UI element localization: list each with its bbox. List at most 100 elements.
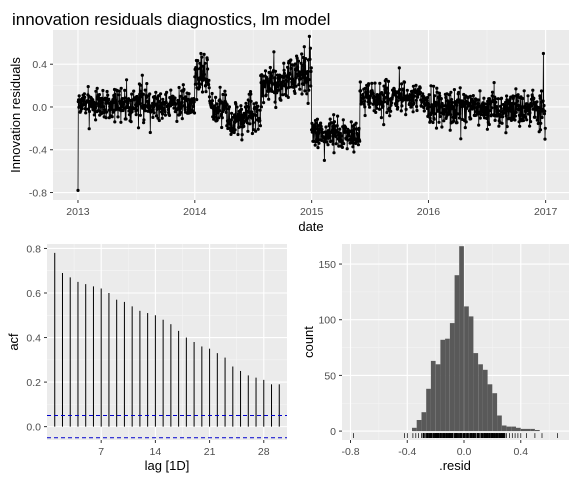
residual-point bbox=[151, 115, 155, 119]
residual-point bbox=[390, 101, 394, 105]
residual-point bbox=[497, 124, 501, 128]
residual-point bbox=[531, 107, 535, 111]
residuals-series bbox=[76, 34, 547, 192]
residual-point bbox=[432, 84, 436, 88]
residual-point bbox=[379, 116, 383, 120]
residual-point bbox=[309, 66, 313, 70]
residual-point bbox=[138, 113, 142, 117]
residual-point bbox=[458, 86, 462, 90]
residual-point bbox=[139, 95, 143, 99]
residual-point bbox=[537, 106, 541, 110]
acf-series bbox=[47, 252, 287, 439]
residual-point bbox=[251, 121, 255, 125]
residual-point bbox=[99, 105, 103, 109]
y-tick-label: 0.4 bbox=[26, 333, 41, 345]
residual-point bbox=[288, 72, 292, 76]
residual-point bbox=[358, 80, 362, 84]
residual-point bbox=[501, 115, 505, 119]
residual-point bbox=[380, 100, 384, 104]
residual-point bbox=[373, 81, 377, 85]
residual-point bbox=[463, 126, 467, 130]
residual-point bbox=[263, 69, 268, 73]
residual-point bbox=[370, 81, 374, 85]
residual-point bbox=[143, 88, 147, 92]
residual-point bbox=[256, 104, 260, 108]
residual-point bbox=[326, 129, 330, 133]
histogram-bar bbox=[416, 420, 422, 432]
residual-point bbox=[303, 89, 307, 93]
residual-point bbox=[110, 108, 115, 112]
histogram-bar bbox=[497, 415, 502, 432]
residual-point bbox=[489, 109, 493, 113]
residual-point bbox=[159, 92, 163, 96]
residual-point bbox=[301, 64, 305, 68]
residual-point bbox=[205, 58, 209, 62]
residual-point bbox=[313, 143, 317, 147]
residual-point bbox=[535, 100, 539, 104]
residual-point bbox=[240, 133, 244, 137]
residual-point bbox=[295, 68, 299, 72]
residual-point bbox=[247, 105, 251, 109]
residual-point bbox=[179, 110, 183, 115]
residual-point bbox=[512, 94, 516, 98]
residual-point bbox=[368, 101, 372, 105]
residual-point bbox=[489, 113, 494, 117]
residual-point bbox=[543, 109, 547, 113]
residual-point bbox=[295, 56, 299, 60]
residual-point bbox=[400, 82, 404, 86]
histogram-bar bbox=[464, 306, 469, 432]
residual-point bbox=[193, 75, 197, 79]
residual-point bbox=[258, 124, 262, 128]
residual-point bbox=[125, 78, 129, 82]
residual-point bbox=[250, 131, 254, 136]
residual-point bbox=[539, 121, 543, 125]
residual-point bbox=[288, 77, 292, 81]
residual-point bbox=[106, 93, 110, 97]
residual-point bbox=[128, 106, 132, 110]
residual-point bbox=[217, 116, 221, 120]
residual-point bbox=[427, 105, 431, 109]
residual-point bbox=[148, 92, 152, 96]
residual-point bbox=[294, 76, 298, 80]
residual-point bbox=[315, 137, 319, 141]
residual-point bbox=[378, 81, 382, 85]
residual-point bbox=[533, 115, 537, 119]
residual-point bbox=[514, 110, 518, 114]
residual-point bbox=[351, 145, 355, 149]
residual-point bbox=[471, 94, 475, 98]
residual-point bbox=[455, 121, 459, 125]
residual-point bbox=[140, 73, 144, 77]
residual-point bbox=[372, 94, 376, 99]
histogram-bar bbox=[473, 353, 479, 432]
residual-point bbox=[227, 126, 231, 130]
residual-point bbox=[111, 98, 115, 102]
residual-point bbox=[404, 113, 408, 117]
residual-point bbox=[330, 139, 334, 143]
residual-point bbox=[309, 84, 313, 88]
residual-point bbox=[542, 112, 547, 116]
residual-point bbox=[175, 119, 179, 123]
residual-point bbox=[435, 86, 439, 90]
residual-point bbox=[248, 90, 253, 94]
residual-point bbox=[282, 68, 286, 72]
residual-point bbox=[515, 99, 520, 103]
residual-point bbox=[144, 95, 149, 99]
residual-point bbox=[202, 72, 206, 76]
residual-point bbox=[300, 52, 304, 56]
residual-point bbox=[304, 57, 308, 61]
residual-point bbox=[361, 92, 365, 97]
residual-point bbox=[485, 127, 489, 131]
residual-point bbox=[349, 120, 353, 124]
residual-point bbox=[503, 111, 507, 115]
residual-point bbox=[412, 94, 416, 98]
residual-point bbox=[244, 101, 248, 105]
residual-point bbox=[328, 134, 332, 138]
residual-point bbox=[504, 114, 508, 118]
residual-point bbox=[332, 120, 336, 124]
histogram-bar bbox=[506, 426, 512, 432]
residual-point bbox=[425, 98, 429, 102]
y-tick-label: 50 bbox=[324, 370, 336, 382]
residual-point bbox=[448, 110, 452, 114]
residual-point bbox=[282, 71, 286, 75]
residual-point bbox=[101, 88, 105, 93]
